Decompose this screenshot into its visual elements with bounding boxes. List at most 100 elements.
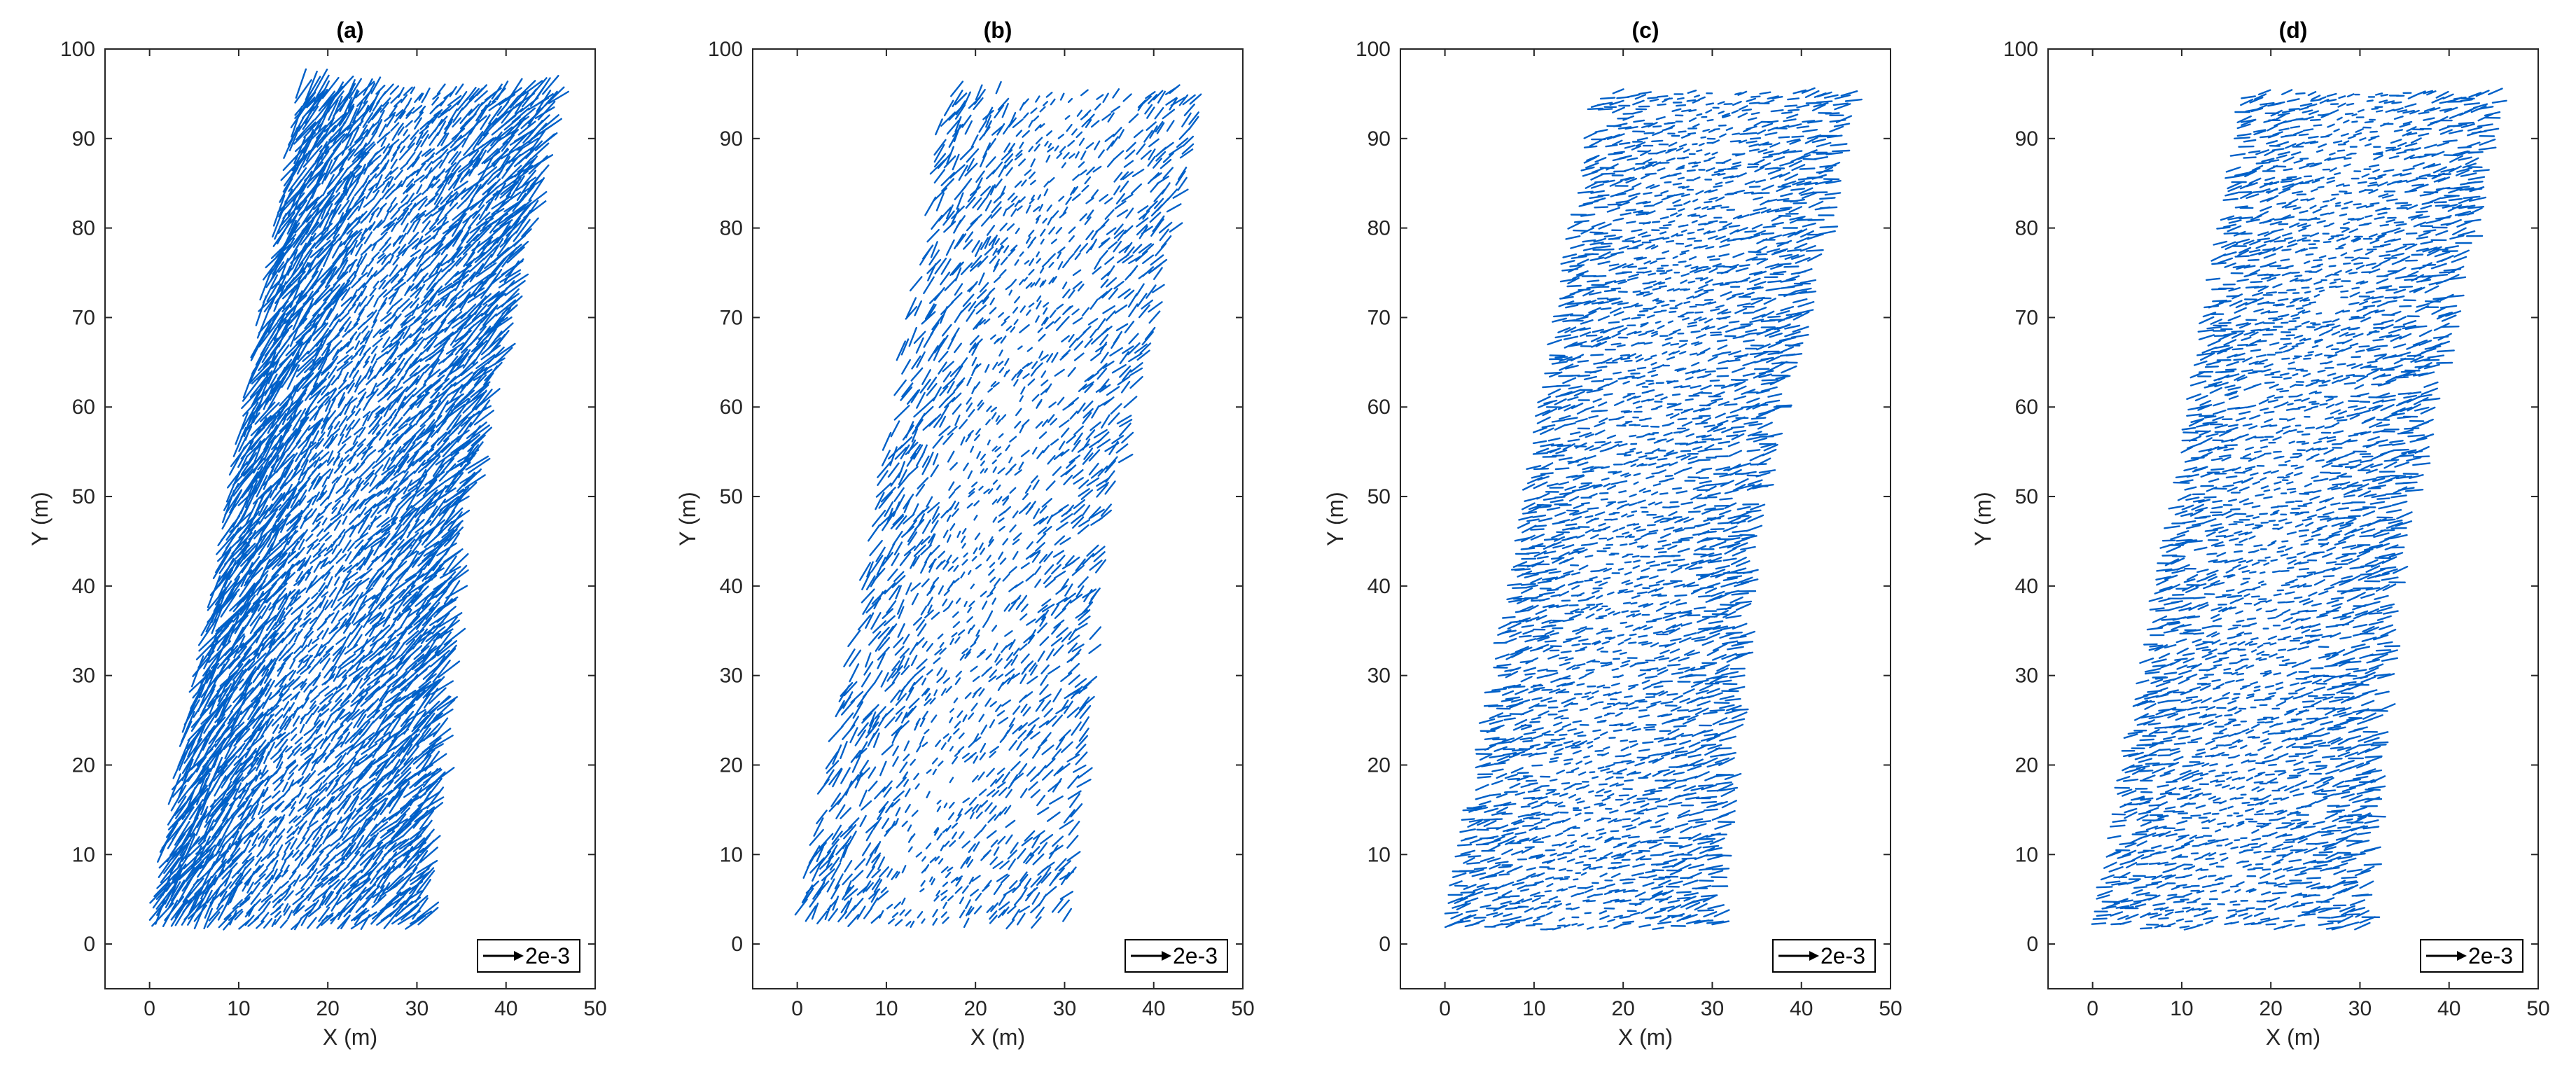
vector-arrow bbox=[225, 663, 244, 688]
vector-arrow bbox=[421, 802, 444, 820]
vector-arrow bbox=[341, 842, 351, 857]
vector-arrow bbox=[280, 880, 289, 889]
vector-arrow bbox=[228, 908, 243, 922]
vector-arrow bbox=[220, 746, 237, 769]
vector-arrow bbox=[413, 645, 430, 660]
vector-arrow bbox=[317, 866, 329, 882]
vector-arrow bbox=[377, 882, 391, 901]
vector-arrow bbox=[324, 763, 335, 772]
vector-arrow bbox=[358, 611, 373, 624]
vector-arrow bbox=[396, 894, 412, 913]
vector-arrow bbox=[287, 564, 294, 576]
vector-arrow bbox=[309, 575, 318, 587]
vector-arrow bbox=[219, 881, 232, 897]
vector-arrow bbox=[293, 645, 302, 654]
vector-arrow bbox=[275, 835, 283, 845]
vector-arrow bbox=[387, 834, 405, 847]
vector-arrow bbox=[342, 570, 352, 583]
vector-arrow bbox=[353, 669, 368, 683]
vector-arrow bbox=[419, 810, 435, 830]
vector-arrow bbox=[244, 817, 256, 829]
vector-arrow bbox=[350, 789, 362, 805]
vector-arrow bbox=[365, 680, 381, 693]
vector-arrow bbox=[351, 649, 365, 663]
vector-arrow bbox=[315, 721, 325, 735]
vector-arrow bbox=[326, 576, 333, 589]
vector-arrow bbox=[169, 833, 186, 856]
vector-arrow bbox=[271, 637, 284, 652]
vector-arrow bbox=[396, 655, 411, 674]
vector-arrow bbox=[285, 746, 293, 753]
vector-arrow bbox=[373, 844, 387, 861]
vector-arrow bbox=[333, 576, 340, 586]
vector-arrow bbox=[377, 609, 387, 625]
vector-arrow bbox=[405, 709, 426, 723]
vector-arrow bbox=[251, 898, 262, 909]
vector-arrow bbox=[308, 728, 318, 741]
vector-arrow bbox=[272, 859, 279, 870]
vector-arrow bbox=[319, 782, 328, 792]
vector-arrow bbox=[177, 739, 190, 767]
vector-arrow bbox=[307, 890, 315, 901]
vector-arrow bbox=[184, 833, 196, 859]
vector-arrow bbox=[272, 893, 283, 903]
vector-arrow bbox=[297, 857, 304, 868]
vector-arrow bbox=[345, 710, 356, 721]
vector-arrow bbox=[362, 636, 375, 647]
vector-arrow bbox=[246, 735, 265, 751]
vector-arrow bbox=[309, 700, 316, 709]
vector-arrow bbox=[265, 621, 277, 639]
vector-arrow bbox=[198, 766, 209, 794]
vector-arrow bbox=[260, 542, 274, 565]
vector-arrow bbox=[337, 700, 350, 711]
vector-arrow bbox=[389, 657, 404, 675]
vector-arrow bbox=[375, 624, 391, 638]
vector-arrow bbox=[307, 599, 317, 609]
vector-arrow bbox=[331, 784, 344, 795]
vector-arrow bbox=[440, 644, 457, 665]
vector-arrow bbox=[286, 831, 295, 839]
vector-arrow bbox=[249, 805, 258, 817]
y-tick-label: 90 bbox=[72, 127, 95, 151]
vector-arrow bbox=[227, 616, 239, 644]
vector-arrow bbox=[279, 688, 290, 700]
vector-arrow bbox=[419, 835, 441, 854]
vector-arrow bbox=[347, 814, 361, 830]
vector-arrow bbox=[424, 712, 443, 729]
vector-arrow bbox=[312, 882, 323, 891]
vector-arrow bbox=[220, 592, 237, 618]
vector-arrow bbox=[426, 777, 443, 798]
vector-arrow bbox=[341, 599, 354, 611]
vector-arrow bbox=[187, 877, 204, 898]
vector-arrow bbox=[393, 593, 412, 606]
vector-arrow bbox=[207, 637, 219, 663]
vector-arrow bbox=[272, 552, 288, 570]
vector-arrow bbox=[287, 772, 295, 781]
vector-arrow bbox=[273, 874, 281, 884]
vector-arrow bbox=[216, 683, 232, 707]
vector-arrow bbox=[422, 743, 444, 756]
vector-arrow bbox=[330, 699, 342, 712]
vector-arrow bbox=[337, 795, 349, 809]
vector-arrow bbox=[295, 905, 305, 915]
vector-arrow bbox=[373, 754, 389, 765]
vector-arrow bbox=[158, 850, 178, 878]
vector-arrow bbox=[416, 901, 440, 920]
vector-arrow bbox=[312, 706, 320, 715]
vector-arrow bbox=[237, 595, 251, 618]
vector-arrow bbox=[261, 630, 277, 646]
vector-arrow bbox=[188, 854, 209, 876]
vector-arrow bbox=[306, 630, 314, 639]
vector-arrow bbox=[260, 678, 272, 696]
vector-arrow bbox=[317, 895, 326, 910]
vector-arrow bbox=[335, 692, 344, 703]
vector-arrow bbox=[440, 616, 458, 639]
vector-arrow bbox=[415, 879, 431, 903]
vector-arrow bbox=[286, 642, 295, 653]
vector-arrow bbox=[214, 875, 230, 894]
vector-arrow bbox=[208, 904, 224, 922]
vector-arrow bbox=[249, 677, 265, 695]
vector-arrow bbox=[382, 674, 398, 686]
vector-arrow bbox=[362, 834, 376, 848]
vector-arrow bbox=[263, 666, 275, 684]
